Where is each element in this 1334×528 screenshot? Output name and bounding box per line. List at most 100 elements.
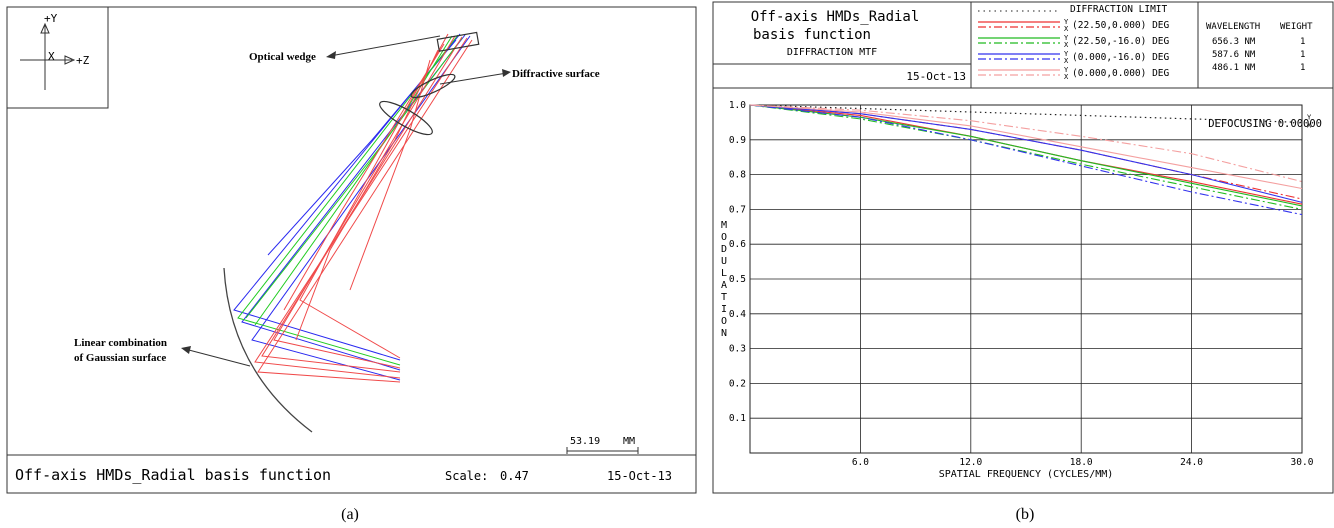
y-tick-label: 0.2 xyxy=(729,378,746,389)
chart-title-line1: Off-axis HMDs_Radial xyxy=(751,9,920,25)
panel-b-caption: (b) xyxy=(1016,506,1035,523)
mtf-series-line xyxy=(749,104,1303,203)
defocusing-label: DEFOCUSING 0.00000 xyxy=(1208,118,1322,130)
diffractive-lens-element xyxy=(410,73,456,99)
x-tick-label: 24.0 xyxy=(1180,457,1203,468)
chart-subtitle: DIFFRACTION MTF xyxy=(787,47,877,58)
x-tick-label: 30.0 xyxy=(1291,457,1314,468)
weight-value: 1 xyxy=(1300,37,1305,47)
legend-y-marker: Y xyxy=(1064,18,1069,26)
gaussian-surface-pointer xyxy=(184,348,251,367)
x-axis-label: X xyxy=(48,50,55,63)
mtf-series-line xyxy=(749,104,1303,210)
y-tick-label: 0.6 xyxy=(729,239,746,250)
chart-title-line2: basis function xyxy=(753,27,871,43)
x-tick-label: 18.0 xyxy=(1070,457,1093,468)
relay-lens-element xyxy=(379,100,433,136)
panel-a-scale-value: 0.47 xyxy=(500,469,529,483)
weight-header: WEIGHT xyxy=(1280,22,1313,32)
x-axis-label: SPATIAL FREQUENCY (CYCLES/MM) xyxy=(939,469,1114,480)
legend-x-marker: X xyxy=(1064,25,1069,33)
wavelength-value: 486.1 NM xyxy=(1212,63,1256,73)
ray-trace xyxy=(273,35,456,369)
legend-label: (0.000,-16.0) DEG xyxy=(1072,52,1170,63)
ray-bundles xyxy=(233,33,473,383)
scale-bar-unit: MM xyxy=(623,436,635,447)
y-arrow-icon xyxy=(40,22,50,34)
panel-a-footer-title: Off-axis HMDs_Radial basis function xyxy=(15,466,331,484)
optical-elements xyxy=(223,31,480,433)
scale-bar: 53.19 MM xyxy=(566,436,639,454)
legend-x-marker: X xyxy=(1064,41,1069,49)
optical-wedge-label: Optical wedge xyxy=(249,51,316,63)
mtf-plot: 0.1 0.2 0.3 0.4 0.5 0.6 0.7 0.8 0.9 1.0 6.0 12.0 18.… xyxy=(721,100,1314,480)
y-tick-label: 0.1 xyxy=(729,413,746,424)
z-axis-label: +Z xyxy=(76,54,90,67)
y-tick-label: 0.5 xyxy=(729,274,746,285)
panel-a-scale-label: Scale: xyxy=(445,469,488,483)
wavelength-value: 587.6 NM xyxy=(1212,50,1256,60)
wavelength-table: 656.3 NM 1 587.6 NM 1 486.1 NM 1 xyxy=(1212,37,1305,73)
wavelength-header: WAVELENGTH xyxy=(1206,22,1260,32)
ray-trace xyxy=(233,33,461,361)
panel-a-date: 15-Oct-13 xyxy=(607,469,672,483)
ray-trace xyxy=(245,37,463,319)
curve-y-marker: Y xyxy=(1307,113,1312,121)
arrow-icon xyxy=(326,51,336,59)
y-tick-label: 0.4 xyxy=(729,309,746,320)
axes-box xyxy=(6,6,109,109)
wavelength-value: 656.3 NM xyxy=(1212,37,1256,47)
mtf-series-line xyxy=(749,104,1303,216)
y-tick-label: 0.7 xyxy=(729,204,746,215)
panel-b: Off-axis HMDs_Radial basis function DIFF… xyxy=(712,1,1334,523)
x-tick-label: 12.0 xyxy=(959,457,982,468)
ray-trace xyxy=(237,34,459,366)
chart-date: 15-Oct-13 xyxy=(906,70,966,83)
legend-label: (22.50,-16.0) DEG xyxy=(1072,36,1170,47)
gaussian-surface-label-line2: of Gaussian surface xyxy=(74,352,166,364)
legend-label: (22.50,0.000) DEG xyxy=(1072,20,1170,31)
gaussian-mirror-surface xyxy=(223,267,313,433)
panel-a: +Y X +Z Optical wedge Diffractive surfac… xyxy=(6,6,697,523)
y-tick-label: 0.8 xyxy=(729,170,746,181)
y-tick-label: 0.3 xyxy=(729,344,746,355)
panel-a-frame xyxy=(6,6,697,494)
panel-b-frame xyxy=(712,1,1334,494)
annotations: Optical wedge Diffractive surface Linear… xyxy=(74,35,600,367)
curve-x-marker: X xyxy=(1307,121,1312,129)
y-tick-label: 1.0 xyxy=(729,100,746,111)
legend-y-marker: Y xyxy=(1064,66,1069,74)
mtf-series-line xyxy=(749,104,1303,183)
arrow-icon xyxy=(181,346,191,354)
y-axis-label: +Y xyxy=(44,12,58,25)
y-tick-label: 0.9 xyxy=(729,135,746,146)
x-tick-label: 6.0 xyxy=(852,457,869,468)
mtf-series-line xyxy=(749,104,1303,123)
ray-trace xyxy=(283,43,445,311)
panel-a-caption: (a) xyxy=(341,506,359,523)
legend-x-marker: X xyxy=(1064,57,1069,65)
ray-trace xyxy=(257,39,473,383)
scale-bar-value: 53.19 xyxy=(570,436,600,447)
legend-y-marker: Y xyxy=(1064,34,1069,42)
arrow-icon xyxy=(502,69,511,77)
optical-wedge-element xyxy=(436,31,480,52)
ray-trace xyxy=(295,49,439,341)
mtf-series-line xyxy=(749,104,1303,190)
weight-value: 1 xyxy=(1300,63,1305,73)
optical-wedge-pointer xyxy=(329,35,441,57)
gaussian-surface-label-line1: Linear combination xyxy=(74,337,167,349)
diffractive-surface-label: Diffractive surface xyxy=(512,68,600,80)
weight-value: 1 xyxy=(1300,50,1305,60)
diffractive-surface-pointer xyxy=(439,72,508,85)
legend: DIFFRACTION LIMIT YX (22.50,0.000) DEGYX(… xyxy=(978,4,1170,81)
ray-trace xyxy=(254,37,468,379)
ray-trace xyxy=(261,36,463,373)
legend-label: (0.000,0.000) DEG xyxy=(1072,68,1170,79)
ray-trace xyxy=(349,59,431,291)
coordinate-axes: +Y X +Z xyxy=(6,6,109,109)
legend-y-marker: Y xyxy=(1064,50,1069,58)
